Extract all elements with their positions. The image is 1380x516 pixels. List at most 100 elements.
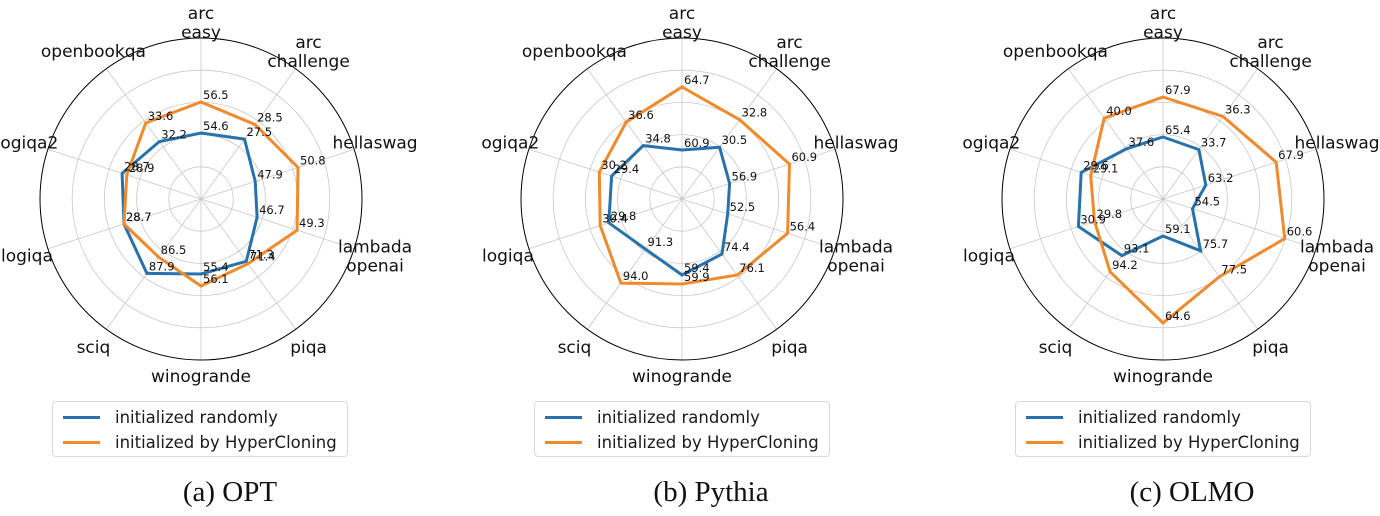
legend-label: initialized randomly <box>597 408 760 427</box>
axis-spoke <box>200 68 296 200</box>
series-line-hypercloning <box>597 85 792 286</box>
axis-spoke <box>1162 148 1317 200</box>
radar-chart-opt: 54.6 27.5 47.9 46.7 71.3 55.4 87.9 28.7 28.7 32.2… <box>0 4 418 387</box>
axis-label: lambada openai <box>338 238 412 277</box>
data-label: 75.7 <box>1203 237 1229 251</box>
data-label: 87.9 <box>149 259 175 273</box>
axis-spoke <box>681 148 836 200</box>
axis-label: hellaswag <box>814 133 899 153</box>
axis-spoke <box>200 198 355 250</box>
axis-label: arc easy <box>662 4 702 43</box>
series-line-hypercloning <box>1089 95 1287 326</box>
axis-label: hellaswag <box>1295 133 1380 153</box>
data-label: 63.2 <box>1208 171 1234 185</box>
legend-item-hypercloning: initialized by HyperCloning <box>1026 430 1300 455</box>
data-label: 71.4 <box>250 250 276 264</box>
legend-line-blue <box>1026 416 1063 419</box>
legend-line-blue <box>63 416 100 419</box>
data-label: 29.4 <box>614 162 640 176</box>
legend-item-random: initialized randomly <box>1026 405 1300 430</box>
axis-label: logiqa2 <box>962 133 1020 153</box>
axis-label: logiqa <box>963 247 1015 267</box>
data-label: 27.5 <box>246 125 272 139</box>
axis-spoke <box>528 148 683 200</box>
axis-spoke <box>681 68 777 200</box>
axis-spoke <box>106 68 202 200</box>
data-label: 50.8 <box>300 153 326 167</box>
data-label: 32.2 <box>161 128 187 142</box>
data-label: 93.1 <box>1124 242 1150 256</box>
data-label: 33.6 <box>148 109 174 123</box>
axis-spoke <box>47 148 202 200</box>
data-label: 94.2 <box>1112 258 1138 272</box>
legend: initialized randomly initialized by Hype… <box>534 401 830 457</box>
data-label: 30.4 <box>602 212 628 226</box>
data-label: 77.5 <box>1221 263 1247 277</box>
data-label: 56.4 <box>790 219 816 233</box>
legend-label: initialized randomly <box>1078 408 1241 427</box>
legend-item-random: initialized randomly <box>63 405 337 430</box>
data-label: 33.7 <box>1201 136 1227 150</box>
data-label: 94.0 <box>623 269 649 283</box>
caption: (b) Pythia <box>653 476 769 508</box>
axis-spoke <box>1068 68 1164 200</box>
data-label: 86.5 <box>161 243 187 257</box>
data-label: 46.7 <box>259 203 285 217</box>
axis-label: winogrande <box>1113 367 1213 387</box>
data-label: 59.9 <box>684 270 710 284</box>
data-label: 64.7 <box>684 73 710 87</box>
axis-spoke <box>681 198 777 330</box>
axis-spoke <box>1162 198 1258 330</box>
axis-spoke <box>1162 198 1317 250</box>
data-label: 28.7 <box>126 210 152 224</box>
data-label: 91.3 <box>648 235 674 249</box>
legend-label: initialized randomly <box>115 408 278 427</box>
data-label: 28.7 <box>124 159 150 173</box>
legend-line-blue <box>545 416 582 419</box>
axis-label: piqa <box>1252 338 1289 358</box>
data-label: 36.6 <box>628 108 654 122</box>
panel-opt: 54.6 27.5 47.9 46.7 71.3 55.4 87.9 28.7 28.7 32.2… <box>0 0 460 516</box>
data-label: 30.5 <box>722 133 748 147</box>
axis-label: lambada openai <box>1300 238 1374 277</box>
axis-label: openbookqa <box>522 42 627 62</box>
data-label: 29.8 <box>611 209 637 223</box>
legend: initialized randomly initialized by Hype… <box>52 401 348 457</box>
axis-spoke <box>200 148 355 200</box>
axis-label: logiqa <box>482 247 534 267</box>
data-label: 76.1 <box>739 261 765 275</box>
axis-spoke <box>681 198 836 250</box>
series-line-random <box>120 131 259 276</box>
axis-label: winogrande <box>151 367 251 387</box>
caption: (c) OLMO <box>1129 476 1255 508</box>
legend-item-random: initialized randomly <box>545 405 819 430</box>
panel-pythia: 60.9 30.5 56.9 52.5 74.4 59.4 91.3 29.8 29.4 34.8… <box>481 0 941 516</box>
axis-label: logiqa2 <box>0 133 58 153</box>
data-label: 29.1 <box>1093 162 1119 176</box>
data-label: 71.3 <box>248 247 274 261</box>
data-label: 60.9 <box>684 136 710 150</box>
data-label: 36.3 <box>1225 102 1251 116</box>
data-label: 29.8 <box>1097 207 1123 221</box>
data-label: 59.4 <box>684 261 710 275</box>
data-label: 54.5 <box>1194 195 1220 209</box>
axis-spoke <box>1009 148 1164 200</box>
legend-line-orange <box>63 441 100 444</box>
axis-label: sciq <box>558 338 592 358</box>
data-label: 67.9 <box>1278 148 1304 162</box>
axis-label: arc challenge <box>1229 33 1311 72</box>
axis-spoke <box>528 198 683 250</box>
axis-label: hellaswag <box>333 133 418 153</box>
data-label: 28.5 <box>257 111 283 125</box>
data-label: 55.4 <box>203 260 229 274</box>
legend-item-hypercloning: initialized by HyperCloning <box>545 430 819 455</box>
legend-label: initialized by HyperCloning <box>1078 433 1300 452</box>
data-label: 40.0 <box>1106 104 1132 118</box>
legend-line-orange <box>1026 441 1063 444</box>
data-label: 56.5 <box>203 88 229 102</box>
axis-label: lambada openai <box>819 238 893 277</box>
data-label: 37.6 <box>1129 135 1155 149</box>
axis-label: arc challenge <box>267 33 349 72</box>
data-label: 49.3 <box>299 216 325 230</box>
data-label: 56.1 <box>203 272 229 286</box>
